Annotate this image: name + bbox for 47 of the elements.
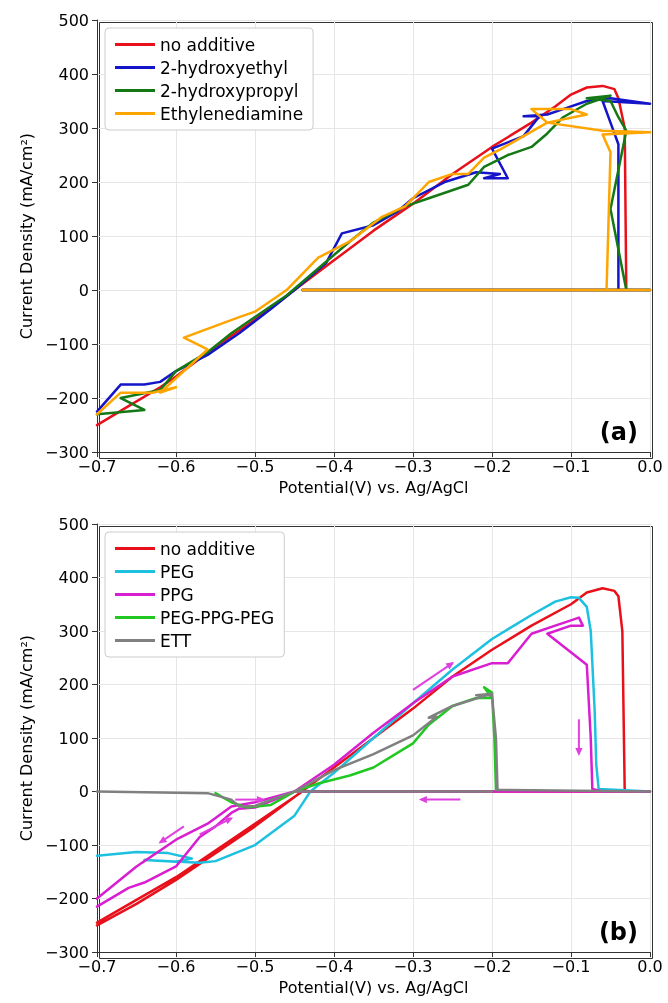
y-tick-label: 100 xyxy=(58,728,89,748)
legend-label: 2-hydroxypropyl xyxy=(160,80,299,101)
y-tick-label: 500 xyxy=(58,10,89,30)
x-tick-label: −0.5 xyxy=(235,956,275,976)
annotation: (a) xyxy=(599,418,639,446)
legend-label: PEG-PPG-PEG xyxy=(160,607,275,628)
y-tick-label: 100 xyxy=(58,226,89,246)
x-tick-label: −0.1 xyxy=(551,956,591,976)
x-tick-label: 0.0 xyxy=(637,956,663,976)
y-tick-label: −200 xyxy=(45,388,89,408)
y-tick-label: −100 xyxy=(45,334,89,354)
y-tick-label: −200 xyxy=(45,889,89,909)
x-tick-label: −0.3 xyxy=(393,956,433,976)
y-tick-label: 0 xyxy=(78,782,89,802)
y-tick-label: −300 xyxy=(45,942,89,962)
x-axis-title: Potential(V) vs. Ag/AgCl xyxy=(278,977,469,997)
x-tick-label: −0.6 xyxy=(156,456,196,476)
x-tick-label: −0.3 xyxy=(393,456,433,476)
y-tick-label: 200 xyxy=(58,675,89,695)
legend-label: PPG xyxy=(160,584,194,605)
x-tick-label: 0.0 xyxy=(637,456,663,476)
y-tick-label: 300 xyxy=(58,118,89,138)
y-tick-label: 200 xyxy=(58,172,89,192)
y-tick-label: −300 xyxy=(45,442,89,462)
x-tick-label: −0.4 xyxy=(314,956,354,976)
x-tick-label: −0.2 xyxy=(472,956,512,976)
legend-label: no additive xyxy=(160,538,256,559)
y-tick-label: 500 xyxy=(58,514,89,534)
x-tick-label: −0.6 xyxy=(156,956,196,976)
legend-label: PEG xyxy=(160,561,195,582)
x-tick-label: −0.5 xyxy=(235,456,275,476)
y-tick-label: 400 xyxy=(58,64,89,84)
y-tick-label: 0 xyxy=(78,280,89,300)
y-axis-title: Current Density (mA/cm²) xyxy=(16,132,36,340)
y-axis-title: Current Density (mA/cm²) xyxy=(16,634,36,842)
legend-label: ETT xyxy=(160,630,192,651)
legend-label: Ethylenediamine xyxy=(160,103,304,124)
x-axis-title: Potential(V) vs. Ag/AgCl xyxy=(278,477,469,497)
y-tick-label: 400 xyxy=(58,568,89,588)
x-tick-label: −0.2 xyxy=(472,456,512,476)
y-tick-label: 300 xyxy=(58,621,89,641)
x-tick-label: −0.1 xyxy=(551,456,591,476)
y-tick-label: −100 xyxy=(45,835,89,855)
annotation: (b) xyxy=(598,918,639,946)
legend-label: no additive xyxy=(160,34,256,55)
legend-label: 2-hydroxyethyl xyxy=(160,57,288,78)
x-tick-label: −0.4 xyxy=(314,456,354,476)
